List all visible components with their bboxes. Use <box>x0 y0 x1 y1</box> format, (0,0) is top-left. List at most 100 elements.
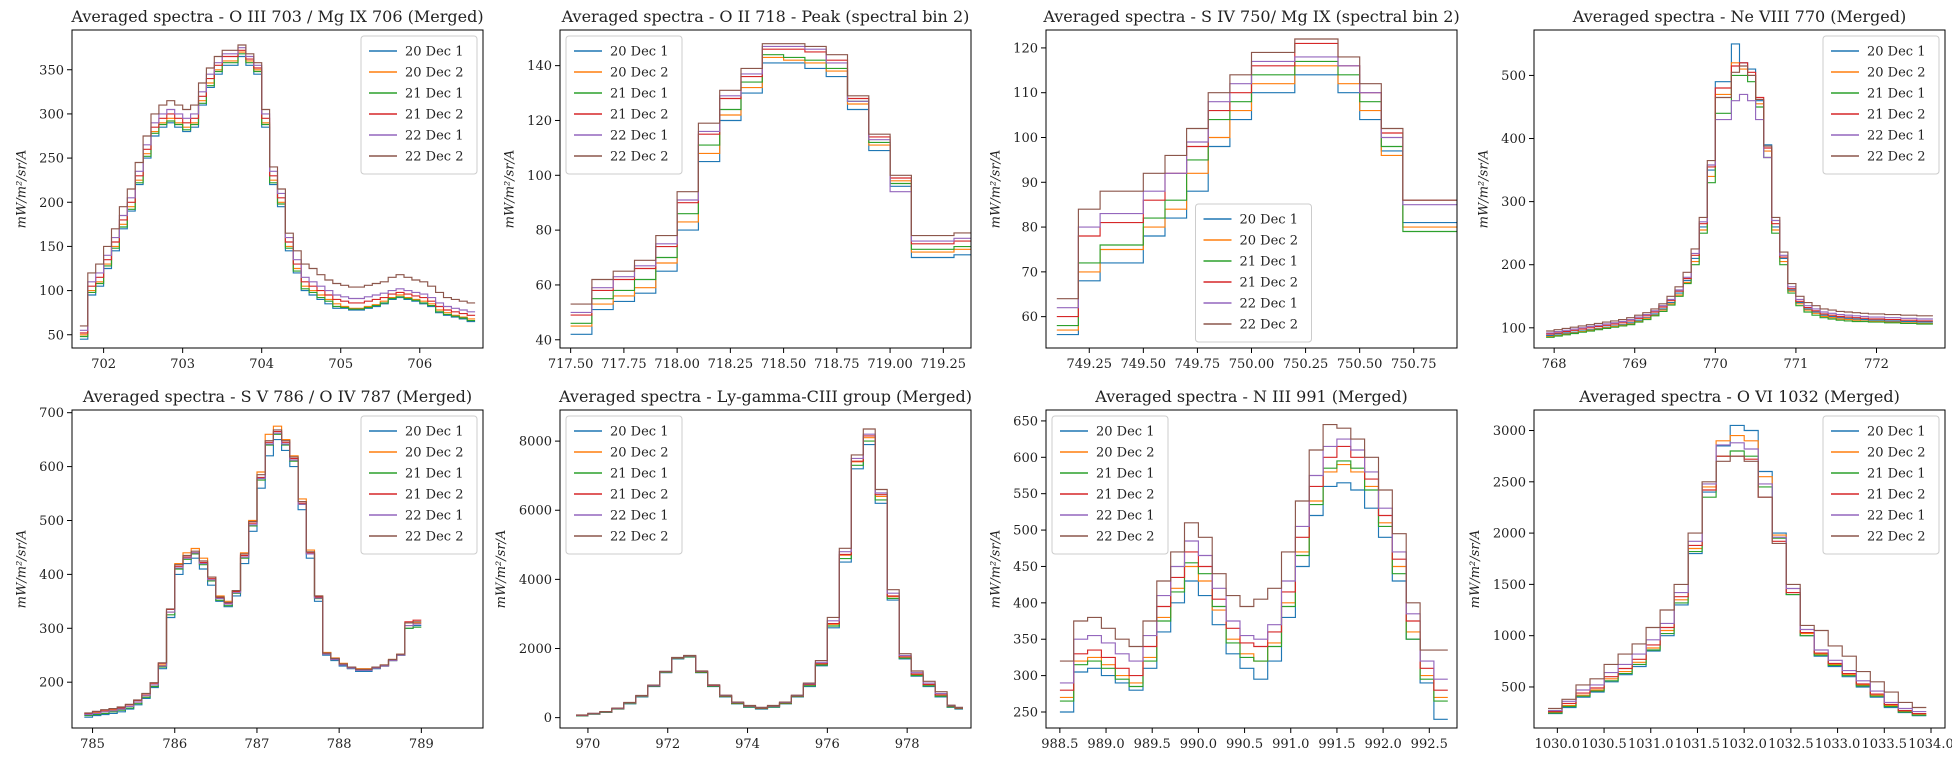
subplot-title: Averaged spectra - S IV 750/ Mg IX (spec… <box>1042 7 1459 26</box>
legend-entry-label: 21 Dec 1 <box>405 467 463 482</box>
legend: 20 Dec 1 20 Dec 2 21 Dec 1 21 Dec 2 22 Dec 1… <box>1822 35 1940 175</box>
y-tick-label: 8000 <box>519 435 552 450</box>
plot-frame <box>1045 409 1458 729</box>
y-tick-label: 100 <box>1501 321 1526 336</box>
legend-entry-label: 20 Dec 1 <box>1867 425 1925 440</box>
legend-box <box>1822 415 1940 555</box>
legend-entry-label: 20 Dec 2 <box>405 446 463 461</box>
series-line-21-dec-1 <box>1059 460 1448 702</box>
legend-entry-label: 22 Dec 2 <box>610 530 668 545</box>
plot-frame <box>559 409 972 729</box>
legend-entry-label: 20 Dec 2 <box>610 446 668 461</box>
legend-box <box>360 35 478 175</box>
legend-entry-label: 22 Dec 1 <box>405 509 463 524</box>
x-tick-label: 990.5 <box>1226 737 1263 752</box>
x-tick-label: 988.5 <box>1041 737 1078 752</box>
y-tick-label: 500 <box>1501 69 1526 84</box>
y-tick-label: 0 <box>544 711 552 726</box>
subplot-4: Averaged spectra - Ne VIII 770 (Merged) 7… <box>1476 7 1946 372</box>
y-tick-label: 1500 <box>1493 578 1526 593</box>
x-tick-label: 1031.0 <box>1628 737 1674 752</box>
series-line-22-dec-2 <box>79 44 476 327</box>
subplot-1: Averaged spectra - O III 703 / Mg IX 706… <box>14 7 483 372</box>
legend-entry-label: 21 Dec 1 <box>610 467 668 482</box>
legend-entry-label: 21 Dec 2 <box>1096 488 1154 503</box>
x-tick-label: 1033.0 <box>1815 737 1861 752</box>
x-tick-label: 769 <box>1622 357 1647 372</box>
x-tick-label: 706 <box>407 357 432 372</box>
x-tick-label: 768 <box>1542 357 1567 372</box>
plot-frame <box>71 409 484 729</box>
x-tick-label: 718.50 <box>761 357 807 372</box>
y-tick-label: 350 <box>39 63 64 78</box>
legend-entry-label: 20 Dec 2 <box>610 66 668 81</box>
y-tick-label: 600 <box>1013 451 1038 466</box>
legend-entry-label: 22 Dec 2 <box>1867 150 1925 165</box>
legend-entry-label: 21 Dec 2 <box>610 108 668 123</box>
series-group <box>576 428 963 717</box>
x-tick-label: 1034.0 <box>1908 737 1952 752</box>
x-tick-label: 750.00 <box>1229 357 1275 372</box>
x-tick-label: 970 <box>576 737 601 752</box>
series-group <box>84 425 422 718</box>
subplot-7: Averaged spectra - N III 991 (Merged) 988… <box>988 387 1458 752</box>
x-tick-label: 990.0 <box>1180 737 1217 752</box>
y-tick-label: 400 <box>1013 596 1038 611</box>
series-line-22-dec-2 <box>1546 65 1933 332</box>
legend-box <box>1051 415 1169 555</box>
plot-frame <box>1045 29 1458 349</box>
series-group <box>570 43 971 335</box>
legend: 20 Dec 1 20 Dec 2 21 Dec 1 21 Dec 2 22 Dec 1… <box>565 415 683 555</box>
x-tick-label: 750.50 <box>1337 357 1383 372</box>
y-tick-label: 550 <box>1013 487 1038 502</box>
series-group <box>1546 43 1933 338</box>
y-tick-label: 1000 <box>1493 629 1526 644</box>
y-tick-label: 100 <box>39 284 64 299</box>
y-tick-label: 100 <box>527 169 552 184</box>
legend-entry-label: 21 Dec 2 <box>405 108 463 123</box>
legend-entry-label: 21 Dec 1 <box>1240 255 1298 270</box>
x-tick-label: 976 <box>815 737 840 752</box>
y-tick-label: 60 <box>535 278 552 293</box>
y-tick-label: 110 <box>1013 86 1038 101</box>
series-line-22-dec-2 <box>1548 455 1927 710</box>
subplot-5: Averaged spectra - S V 786 / O IV 787 (M… <box>14 387 484 752</box>
subplot-2: Averaged spectra - O II 718 - Peak (spec… <box>502 7 972 372</box>
y-tick-label: 200 <box>39 676 64 691</box>
y-tick-label: 250 <box>39 152 64 167</box>
x-tick-label: 717.50 <box>548 357 594 372</box>
x-tick-label: 1032.5 <box>1768 737 1814 752</box>
legend-entry-label: 22 Dec 2 <box>405 150 463 165</box>
legend: 20 Dec 1 20 Dec 2 21 Dec 1 21 Dec 2 22 Dec 1… <box>1051 415 1169 555</box>
legend-box <box>565 35 683 175</box>
legend-entry-label: 21 Dec 2 <box>405 488 463 503</box>
legend-entry-label: 20 Dec 2 <box>1240 234 1298 249</box>
y-tick-label: 120 <box>1013 41 1038 56</box>
legend-entry-label: 21 Dec 1 <box>405 87 463 102</box>
y-tick-label: 300 <box>1501 195 1526 210</box>
legend-entry-label: 20 Dec 2 <box>1096 446 1154 461</box>
x-tick-label: 718.00 <box>654 357 700 372</box>
x-tick-label: 785 <box>80 737 105 752</box>
legend: 20 Dec 1 20 Dec 2 21 Dec 1 21 Dec 2 22 Dec 1… <box>565 35 683 175</box>
y-tick-label: 70 <box>1021 265 1038 280</box>
legend-entry-label: 21 Dec 1 <box>1867 87 1925 102</box>
subplot-8: Averaged spectra - O VI 1032 (Merged) 103… <box>1468 387 1952 752</box>
series-line-21-dec-1 <box>1548 450 1927 716</box>
y-tick-label: 400 <box>39 568 64 583</box>
x-tick-label: 1032.0 <box>1721 737 1767 752</box>
x-tick-label: 718.75 <box>814 357 860 372</box>
subplot-3: Averaged spectra - S IV 750/ Mg IX (spec… <box>988 7 1459 372</box>
legend-entry-label: 20 Dec 1 <box>610 45 668 60</box>
x-tick-label: 705 <box>328 357 353 372</box>
y-tick-label: 500 <box>1013 524 1038 539</box>
legend-entry-label: 20 Dec 2 <box>1867 66 1925 81</box>
legend: 20 Dec 1 20 Dec 2 21 Dec 1 21 Dec 2 22 Dec 1… <box>1195 203 1312 343</box>
series-line-21-dec-2 <box>1059 445 1448 691</box>
y-tick-label: 650 <box>1013 414 1038 429</box>
y-tick-label: 80 <box>535 224 552 239</box>
series-line-22-dec-1 <box>1546 93 1933 334</box>
y-tick-label: 60 <box>1021 310 1038 325</box>
x-tick-label: 749.25 <box>1067 357 1113 372</box>
